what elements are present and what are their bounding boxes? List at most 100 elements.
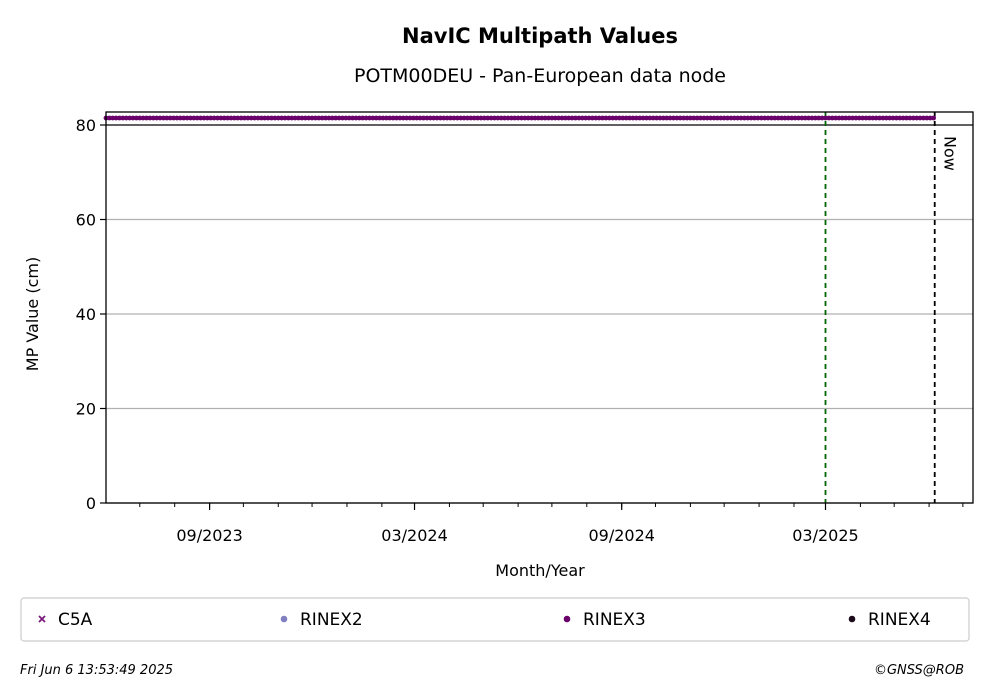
data-point (495, 115, 501, 121)
data-point (221, 115, 227, 121)
data-point (660, 115, 666, 121)
y-tick-label: 40 (76, 305, 96, 324)
data-point (157, 115, 163, 121)
data-point (823, 115, 828, 121)
legend-marker (563, 615, 571, 623)
data-point (890, 115, 896, 121)
legend-label: RINEX3 (583, 610, 646, 630)
data-point (839, 115, 845, 121)
legend-label: C5A (58, 610, 93, 630)
data-point (414, 115, 420, 121)
data-point (370, 115, 376, 121)
data-point (397, 115, 403, 121)
data-point (556, 115, 562, 121)
chart-subtitle: POTM00DEU - Pan-European data node (354, 65, 726, 87)
data-point (910, 115, 916, 121)
y-axis-label: MP Value (cm) (23, 257, 42, 371)
data-point (279, 115, 285, 121)
data-point (559, 115, 565, 121)
data-point (870, 115, 876, 121)
data-point (853, 115, 859, 121)
data-point (299, 115, 305, 121)
data-point (525, 115, 531, 121)
data-point (863, 115, 869, 121)
data-point (664, 115, 670, 121)
data-point (448, 115, 453, 121)
data-point (701, 115, 707, 121)
data-point (329, 115, 335, 121)
data-point (225, 115, 231, 121)
data-point (296, 115, 301, 121)
legend-label: RINEX2 (300, 610, 363, 630)
data-point (218, 115, 224, 121)
data-point (515, 115, 521, 121)
data-point (748, 115, 754, 121)
data-point (532, 115, 538, 121)
legend-label: RINEX4 (868, 610, 931, 630)
data-point (535, 115, 541, 121)
data-point (684, 115, 690, 121)
data-point (691, 115, 697, 121)
data-point (431, 115, 437, 121)
data-point (917, 115, 923, 121)
data-point (154, 115, 160, 121)
data-point (458, 115, 464, 121)
data-point (883, 115, 889, 121)
data-point (623, 115, 629, 121)
data-point (505, 115, 511, 121)
data-point (265, 115, 271, 121)
data-point (785, 115, 791, 121)
data-point (390, 115, 396, 121)
data-point (799, 115, 805, 121)
data-point (438, 115, 443, 121)
data-point (758, 115, 764, 121)
data-point (539, 115, 545, 121)
data-point (593, 115, 599, 121)
data-point (400, 115, 406, 121)
data-point (850, 115, 855, 121)
data-point (792, 115, 798, 121)
data-point (242, 115, 247, 121)
data-point (927, 115, 933, 121)
data-point (782, 115, 788, 121)
data-point (633, 115, 639, 121)
data-point (174, 115, 180, 121)
data-point (721, 115, 727, 121)
data-point (644, 115, 649, 121)
x-tick-label: 03/2024 (381, 526, 447, 545)
data-point (302, 115, 308, 121)
data-point (380, 115, 386, 121)
data-point (657, 115, 663, 121)
data-point (755, 115, 761, 121)
data-point (316, 115, 322, 121)
data-point (779, 115, 784, 121)
data-point (552, 115, 558, 121)
legend-marker (280, 615, 288, 623)
data-point (134, 115, 139, 121)
data-point (292, 115, 298, 121)
data-point (309, 115, 315, 121)
data-point (846, 115, 852, 121)
data-point (590, 115, 595, 121)
legend: C5A RINEX2 RINEX3 RINEX4 (38, 610, 931, 630)
data-point (367, 115, 372, 121)
data-point (508, 115, 514, 121)
data-point (208, 115, 214, 121)
grid-lines (106, 124, 973, 504)
data-point (481, 115, 487, 121)
data-point (492, 115, 497, 121)
data-point (350, 115, 355, 121)
data-point (289, 115, 295, 121)
data-point (485, 115, 491, 121)
data-point (650, 115, 656, 121)
data-point (769, 115, 774, 121)
data-point (488, 115, 494, 121)
data-point (468, 115, 474, 121)
data-point (596, 115, 602, 121)
data-point (255, 115, 261, 121)
data-point (326, 115, 332, 121)
vertical-markers: Now (824, 112, 960, 503)
data-point (637, 115, 643, 121)
data-point (775, 115, 781, 121)
